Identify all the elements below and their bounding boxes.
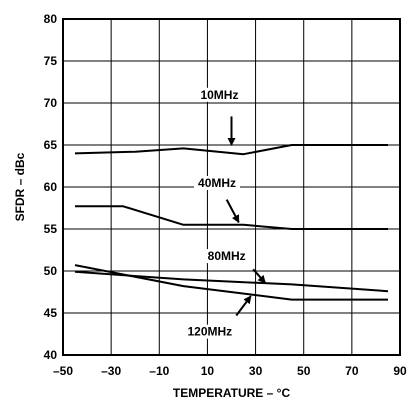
y-tick-label: 50 (44, 264, 58, 278)
y-tick-labels: 40 45 50 55 60 65 70 75 80 (44, 12, 58, 362)
series-line-120mhz (74, 264, 388, 301)
x-tick-label: –50 (53, 364, 73, 378)
x-tick-label: –30 (101, 364, 121, 378)
series-label-background (203, 249, 250, 264)
series-label-background (196, 87, 243, 102)
x-tick-label: 90 (393, 364, 407, 378)
series-label-background (194, 176, 241, 190)
x-tick-labels: –50 –30 –10 10 30 50 70 90 (53, 364, 407, 378)
series-pointer-arrow (252, 268, 266, 284)
y-tick-label: 40 (44, 348, 58, 362)
series-pointer-arrow (225, 199, 240, 224)
series-label-120mhz: 120MHz (187, 325, 232, 339)
series-label-40mhz: 40MHz (198, 176, 236, 190)
series-label-10mhz: 10MHz (200, 88, 238, 102)
series-line-40mhz (75, 205, 388, 230)
series-label-background (182, 324, 237, 339)
series-annotations: 10MHz 40MHz 80MHz 120MHz (182, 87, 266, 339)
series-line-10mhz (74, 144, 388, 156)
y-tick-label: 65 (44, 138, 58, 152)
x-tick-label: 30 (249, 364, 263, 378)
y-tick-label: 70 (44, 96, 58, 110)
y-tick-label: 55 (44, 222, 58, 236)
series-label-80mhz: 80MHz (208, 249, 246, 263)
series-pointer-arrow (235, 295, 252, 317)
y-tick-label: 80 (44, 12, 58, 26)
y-tick-label: 45 (44, 306, 58, 320)
x-axis-label: TEMPERATURE – °C (173, 386, 291, 400)
x-tick-label: 70 (345, 364, 359, 378)
y-tick-label: 60 (44, 180, 58, 194)
series-lines (74, 144, 389, 301)
x-tick-label: 10 (201, 364, 215, 378)
x-tick-label: 50 (297, 364, 311, 378)
plot-frame (62, 18, 401, 356)
x-tick-label: –10 (149, 364, 169, 378)
y-tick-label: 75 (44, 54, 58, 68)
y-axis-label: SFDR – dBc (13, 152, 27, 221)
